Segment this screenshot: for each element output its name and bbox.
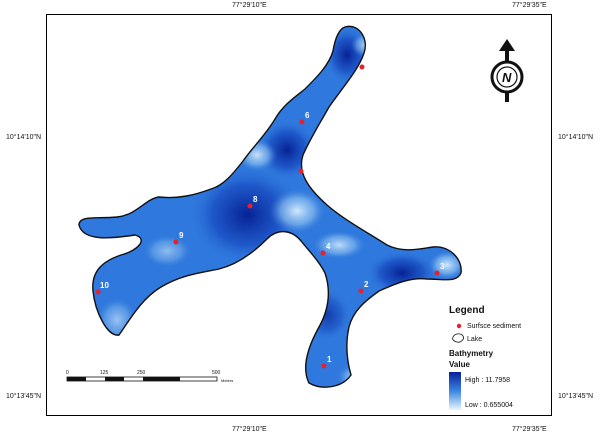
site-label: 10 — [100, 281, 109, 290]
site-label: 8 — [253, 195, 258, 204]
site-marker — [298, 168, 304, 174]
legend-point-symbol — [456, 323, 462, 329]
coord-top-1: 77°29'10"E — [232, 2, 267, 9]
sampling-site-6[interactable]: 6 — [299, 111, 311, 125]
site-label: 9 — [179, 231, 184, 240]
sampling-site-2[interactable]: 2 — [358, 280, 370, 294]
scale-tick-125: 125 — [100, 370, 109, 376]
coord-bottom-2: 77°29'35"E — [512, 426, 547, 433]
site-marker — [95, 289, 101, 295]
site-marker — [320, 250, 326, 256]
sampling-site-10[interactable]: 10 — [95, 281, 110, 295]
sampling-site-1[interactable]: 1 — [321, 355, 333, 369]
legend-color-ramp — [449, 372, 461, 410]
site-marker — [173, 239, 179, 245]
coord-bottom-1: 77°29'10"E — [232, 426, 267, 433]
site-label: 3 — [440, 262, 445, 271]
sampling-site-4[interactable]: 4 — [320, 242, 332, 256]
site-label: 2 — [364, 280, 369, 289]
map-canvas: 1 2 3 4 5 6 7 8 9 10 N — [66, 25, 524, 410]
site-marker — [321, 363, 327, 369]
site-label: 1 — [327, 355, 332, 364]
map-frame: 1 2 3 4 5 6 7 8 9 10 N — [46, 14, 552, 416]
coord-left-1: 10°14'10"N — [6, 134, 42, 141]
legend-low-label: Low : 0.655004 — [465, 402, 513, 409]
legend: Legend Surfsce sediment Lake Bathymetry … — [449, 305, 521, 410]
legend-bathymetry-title: Bathymetry — [449, 349, 494, 358]
site-label: 5 — [304, 160, 309, 169]
legend-value-title: Value — [449, 360, 470, 369]
scale-unit: Meters — [221, 378, 233, 383]
legend-point-label: Surfsce sediment — [467, 323, 521, 330]
coord-right-2: 10°13'45"N — [558, 393, 594, 400]
legend-lake-label: Lake — [467, 336, 482, 343]
site-label: 4 — [326, 242, 331, 251]
site-label: 7 — [365, 56, 370, 65]
coord-left-2: 10°13'45"N — [6, 393, 42, 400]
coord-right-1: 10°14'10"N — [558, 134, 594, 141]
legend-title: Legend — [449, 305, 485, 316]
sampling-site-9[interactable]: 9 — [173, 231, 185, 245]
north-arrow-icon: N — [490, 39, 524, 102]
site-marker — [359, 64, 365, 70]
scale-tick-0: 0 — [66, 370, 69, 376]
scale-bar: 0 125 250 500 Meters — [66, 370, 233, 383]
legend-high-label: High : 11.7958 — [465, 377, 510, 384]
sampling-site-8[interactable]: 8 — [247, 195, 259, 209]
site-marker — [299, 119, 305, 125]
sampling-site-3[interactable]: 3 — [434, 262, 446, 276]
scale-tick-500: 500 — [212, 370, 221, 376]
coord-top-2: 77°29'35"E — [512, 2, 547, 9]
scale-tick-250: 250 — [137, 370, 146, 376]
sampling-site-5[interactable]: 5 — [298, 160, 310, 174]
north-arrow-letter: N — [502, 70, 512, 85]
site-marker — [358, 288, 364, 294]
legend-lake-symbol — [452, 333, 464, 343]
sampling-site-7[interactable]: 7 — [359, 56, 371, 70]
site-marker — [247, 203, 253, 209]
lake-outline — [78, 25, 462, 388]
site-label: 6 — [305, 111, 310, 120]
site-marker — [434, 270, 440, 276]
